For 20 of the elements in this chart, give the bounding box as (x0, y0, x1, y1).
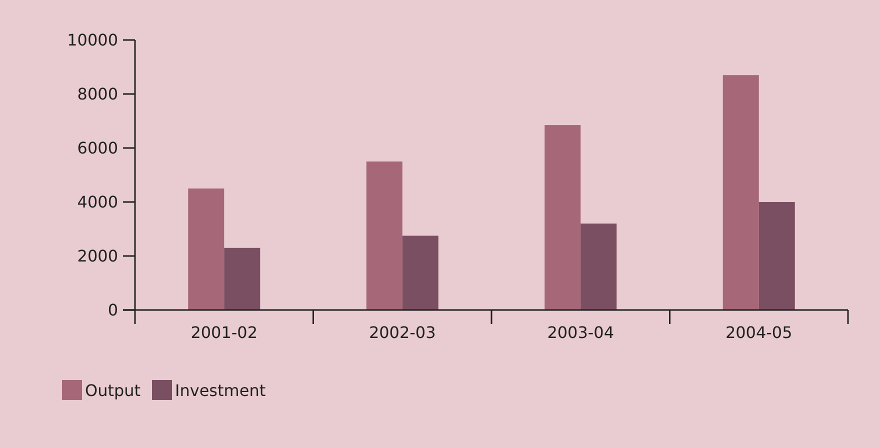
bar (224, 248, 260, 310)
y-tick-label: 8000 (77, 84, 118, 104)
bar (366, 162, 402, 310)
bar (188, 188, 224, 310)
y-tick-label: 4000 (77, 192, 118, 212)
x-tick-label: 2001-02 (190, 323, 258, 342)
bar (758, 202, 795, 310)
y-tick-label: 2000 (77, 246, 118, 266)
x-tick-label: 2003-04 (547, 323, 614, 342)
bar (402, 236, 438, 310)
y-tick-label: 10000 (67, 30, 118, 50)
y-tick-label: 6000 (77, 138, 118, 158)
bar (580, 224, 617, 310)
y-tick-label: 0 (108, 300, 118, 320)
bar (722, 75, 759, 310)
x-tick-label: 2002-03 (368, 323, 436, 342)
x-tick-label: 2004-05 (725, 323, 792, 342)
legend-label: Investment (175, 381, 266, 400)
legend-label: Output (85, 381, 141, 400)
bar (544, 125, 581, 310)
